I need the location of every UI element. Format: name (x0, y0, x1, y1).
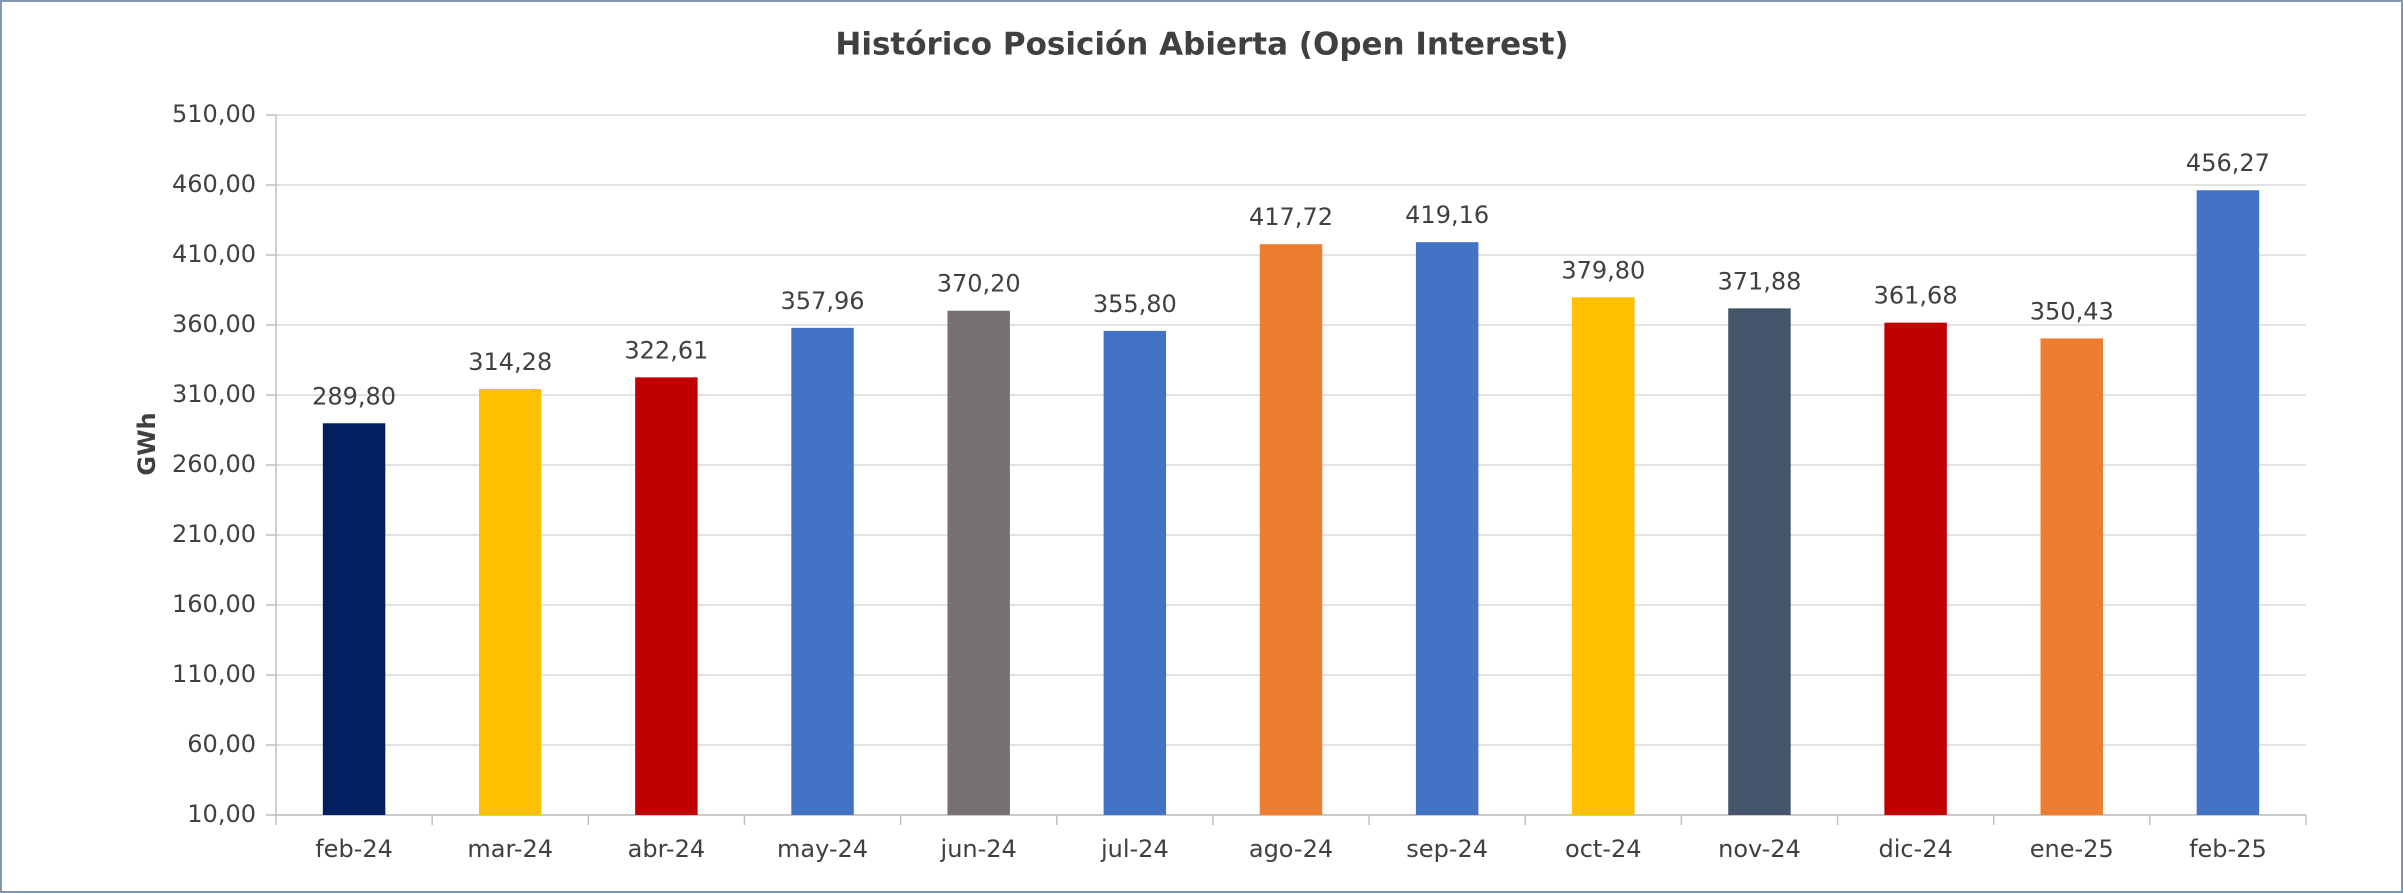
x-tick-label: oct-24 (1565, 835, 1642, 863)
data-label: 419,16 (1405, 201, 1489, 229)
bar (635, 377, 698, 815)
data-label: 417,72 (1249, 203, 1333, 231)
y-tick-label: 60,00 (187, 730, 256, 758)
y-tick-label: 110,00 (172, 660, 256, 688)
data-label: 322,61 (624, 336, 708, 364)
bar (1728, 308, 1791, 815)
data-label: 314,28 (468, 348, 552, 376)
y-tick-label: 310,00 (172, 380, 256, 408)
bar (479, 389, 542, 815)
y-tick-label: 460,00 (172, 170, 256, 198)
y-axis-label: GWh (133, 412, 161, 475)
bar (947, 310, 1010, 815)
y-tick-label: 510,00 (172, 100, 256, 128)
y-tick-label: 210,00 (172, 520, 256, 548)
x-tick-label: ene-25 (2030, 835, 2114, 863)
bar (791, 327, 854, 815)
y-tick-label: 360,00 (172, 310, 256, 338)
data-label: 350,43 (2030, 297, 2114, 325)
data-label: 289,80 (312, 382, 396, 410)
x-tick-label: abr-24 (628, 835, 705, 863)
y-tick-label: 260,00 (172, 450, 256, 478)
x-tick-label: nov-24 (1718, 835, 1801, 863)
bar (1884, 322, 1947, 815)
x-tick-label: jul-24 (1100, 835, 1169, 863)
data-label: 357,96 (781, 287, 865, 315)
data-label: 361,68 (1874, 282, 1958, 310)
y-tick-label: 10,00 (187, 800, 256, 828)
data-label: 370,20 (937, 270, 1021, 298)
x-tick-label: feb-24 (315, 835, 393, 863)
x-tick-label: ago-24 (1249, 835, 1333, 863)
data-label: 371,88 (1717, 267, 1801, 295)
x-tick-label: dic-24 (1878, 835, 1952, 863)
x-tick-label: may-24 (777, 835, 868, 863)
data-label: 379,80 (1561, 256, 1645, 284)
bar (1415, 242, 1479, 815)
data-label: 456,27 (2186, 149, 2270, 177)
x-tick-label: mar-24 (467, 835, 553, 863)
data-label: 355,80 (1093, 290, 1177, 318)
bar (2040, 338, 2103, 815)
bar (322, 423, 386, 815)
x-tick-label: feb-25 (2189, 835, 2267, 863)
bar (1103, 330, 1167, 815)
bar (1572, 297, 1635, 815)
bar (2196, 190, 2260, 816)
y-tick-label: 410,00 (172, 240, 256, 268)
y-tick-label: 160,00 (172, 590, 256, 618)
bar (1259, 244, 1323, 815)
x-tick-label: sep-24 (1406, 835, 1488, 863)
chart-title: Histórico Posición Abierta (Open Interes… (835, 27, 1568, 63)
x-tick-label: jun-24 (940, 835, 1017, 863)
